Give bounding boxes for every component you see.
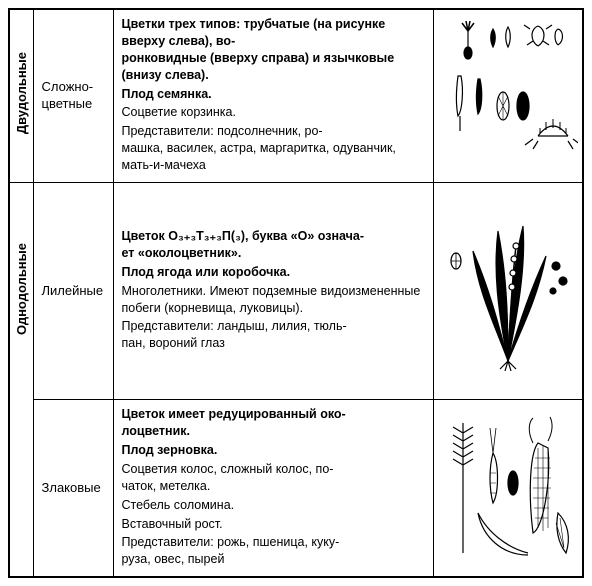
family-description: Цветок имеет редуцированный око- лоцветн… (113, 400, 433, 577)
illustration-cell (433, 9, 583, 182)
group-label-spacer (9, 400, 33, 577)
group-label: Двудольные (14, 52, 29, 134)
group-label-cell: Однодольные (9, 182, 33, 399)
plant-families-table: Двудольные Сложно- цветные Цветки трех т… (8, 8, 584, 578)
group-label: Однодольные (14, 183, 29, 395)
family-name: Сложно- цветные (33, 9, 113, 182)
poaceae-icon (438, 413, 578, 563)
group-label-cell: Двудольные (9, 9, 33, 182)
illustration-cell (433, 400, 583, 577)
table-row: Однодольные Лилейные Цветок О₃₊₃Т₃₊₃П(₃)… (9, 182, 583, 399)
table-row: Двудольные Сложно- цветные Цветки трех т… (9, 9, 583, 182)
family-name: Лилейные (33, 182, 113, 399)
liliaceae-icon (438, 211, 578, 371)
family-description: Цветки трех типов: трубчатые (на рисунке… (113, 9, 433, 182)
table-row: Злаковые Цветок имеет редуцированный око… (9, 400, 583, 577)
illustration-cell (433, 182, 583, 399)
compositae-icon (438, 21, 578, 171)
family-name: Злаковые (33, 400, 113, 577)
family-description: Цветок О₃₊₃Т₃₊₃П(₃), буква «О» означа- е… (113, 182, 433, 399)
